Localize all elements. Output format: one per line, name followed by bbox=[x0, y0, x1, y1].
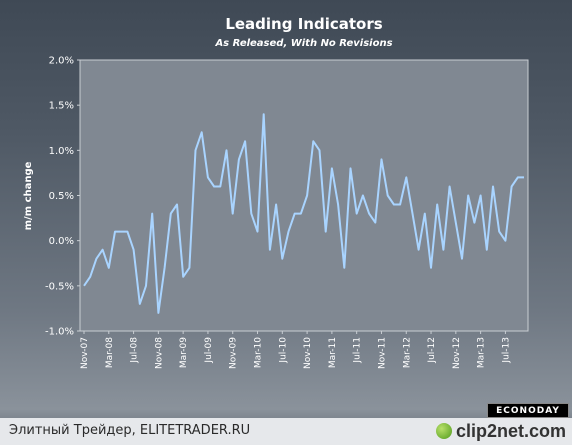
x-tick-label: Nov-09 bbox=[229, 337, 239, 369]
chart-subtitle: As Released, With No Revisions bbox=[214, 38, 392, 49]
x-tick-label: Nov-07 bbox=[80, 337, 90, 369]
x-tick-label: Mar-08 bbox=[105, 337, 115, 368]
y-tick-label: -1.0% bbox=[45, 327, 74, 338]
y-tick-label: 1.0% bbox=[49, 146, 74, 157]
y-axis-label: m/m change bbox=[23, 161, 34, 230]
footer: Элитный Трейдер, ELITETRADER.RU clip2net… bbox=[0, 418, 572, 445]
x-tick-label: Jul-10 bbox=[278, 337, 288, 364]
x-tick-label: Mar-10 bbox=[254, 337, 264, 368]
footer-text: Элитный Трейдер, ELITETRADER.RU bbox=[9, 423, 251, 438]
x-tick-label: Jul-11 bbox=[353, 337, 363, 364]
x-tick-label: Nov-11 bbox=[377, 337, 387, 369]
x-tick-label: Jul-08 bbox=[130, 337, 140, 364]
x-tick-label: Nov-08 bbox=[154, 337, 164, 369]
plot-area bbox=[79, 59, 529, 332]
clip2net-logo-text: clip2net.com bbox=[455, 420, 566, 441]
y-tick-label: 0.5% bbox=[49, 191, 74, 202]
y-tick-label: 1.5% bbox=[49, 101, 74, 112]
x-tick-label: Mar-13 bbox=[477, 337, 487, 368]
x-tick-label: Nov-12 bbox=[452, 337, 462, 369]
x-tick-label: Nov-10 bbox=[303, 337, 313, 369]
econoday-badge: ECONODAY bbox=[487, 403, 569, 418]
y-tick-label: 2.0% bbox=[49, 56, 74, 67]
series-line bbox=[83, 113, 524, 314]
x-tick-label: Jul-13 bbox=[501, 337, 511, 364]
chart-title: Leading Indicators bbox=[225, 15, 382, 33]
x-tick-label: Jul-12 bbox=[427, 337, 437, 364]
x-tick-label: Mar-11 bbox=[328, 337, 338, 368]
y-tick-label: 0.0% bbox=[49, 236, 74, 247]
x-tick-label: Mar-12 bbox=[402, 337, 412, 368]
x-tick-label: Mar-09 bbox=[179, 337, 189, 368]
x-tick-label: Jul-09 bbox=[204, 337, 214, 364]
clip2net-icon bbox=[435, 423, 452, 439]
clip2net-logo[interactable]: clip2net.com bbox=[435, 420, 566, 442]
y-tick-label: -0.5% bbox=[45, 281, 74, 292]
